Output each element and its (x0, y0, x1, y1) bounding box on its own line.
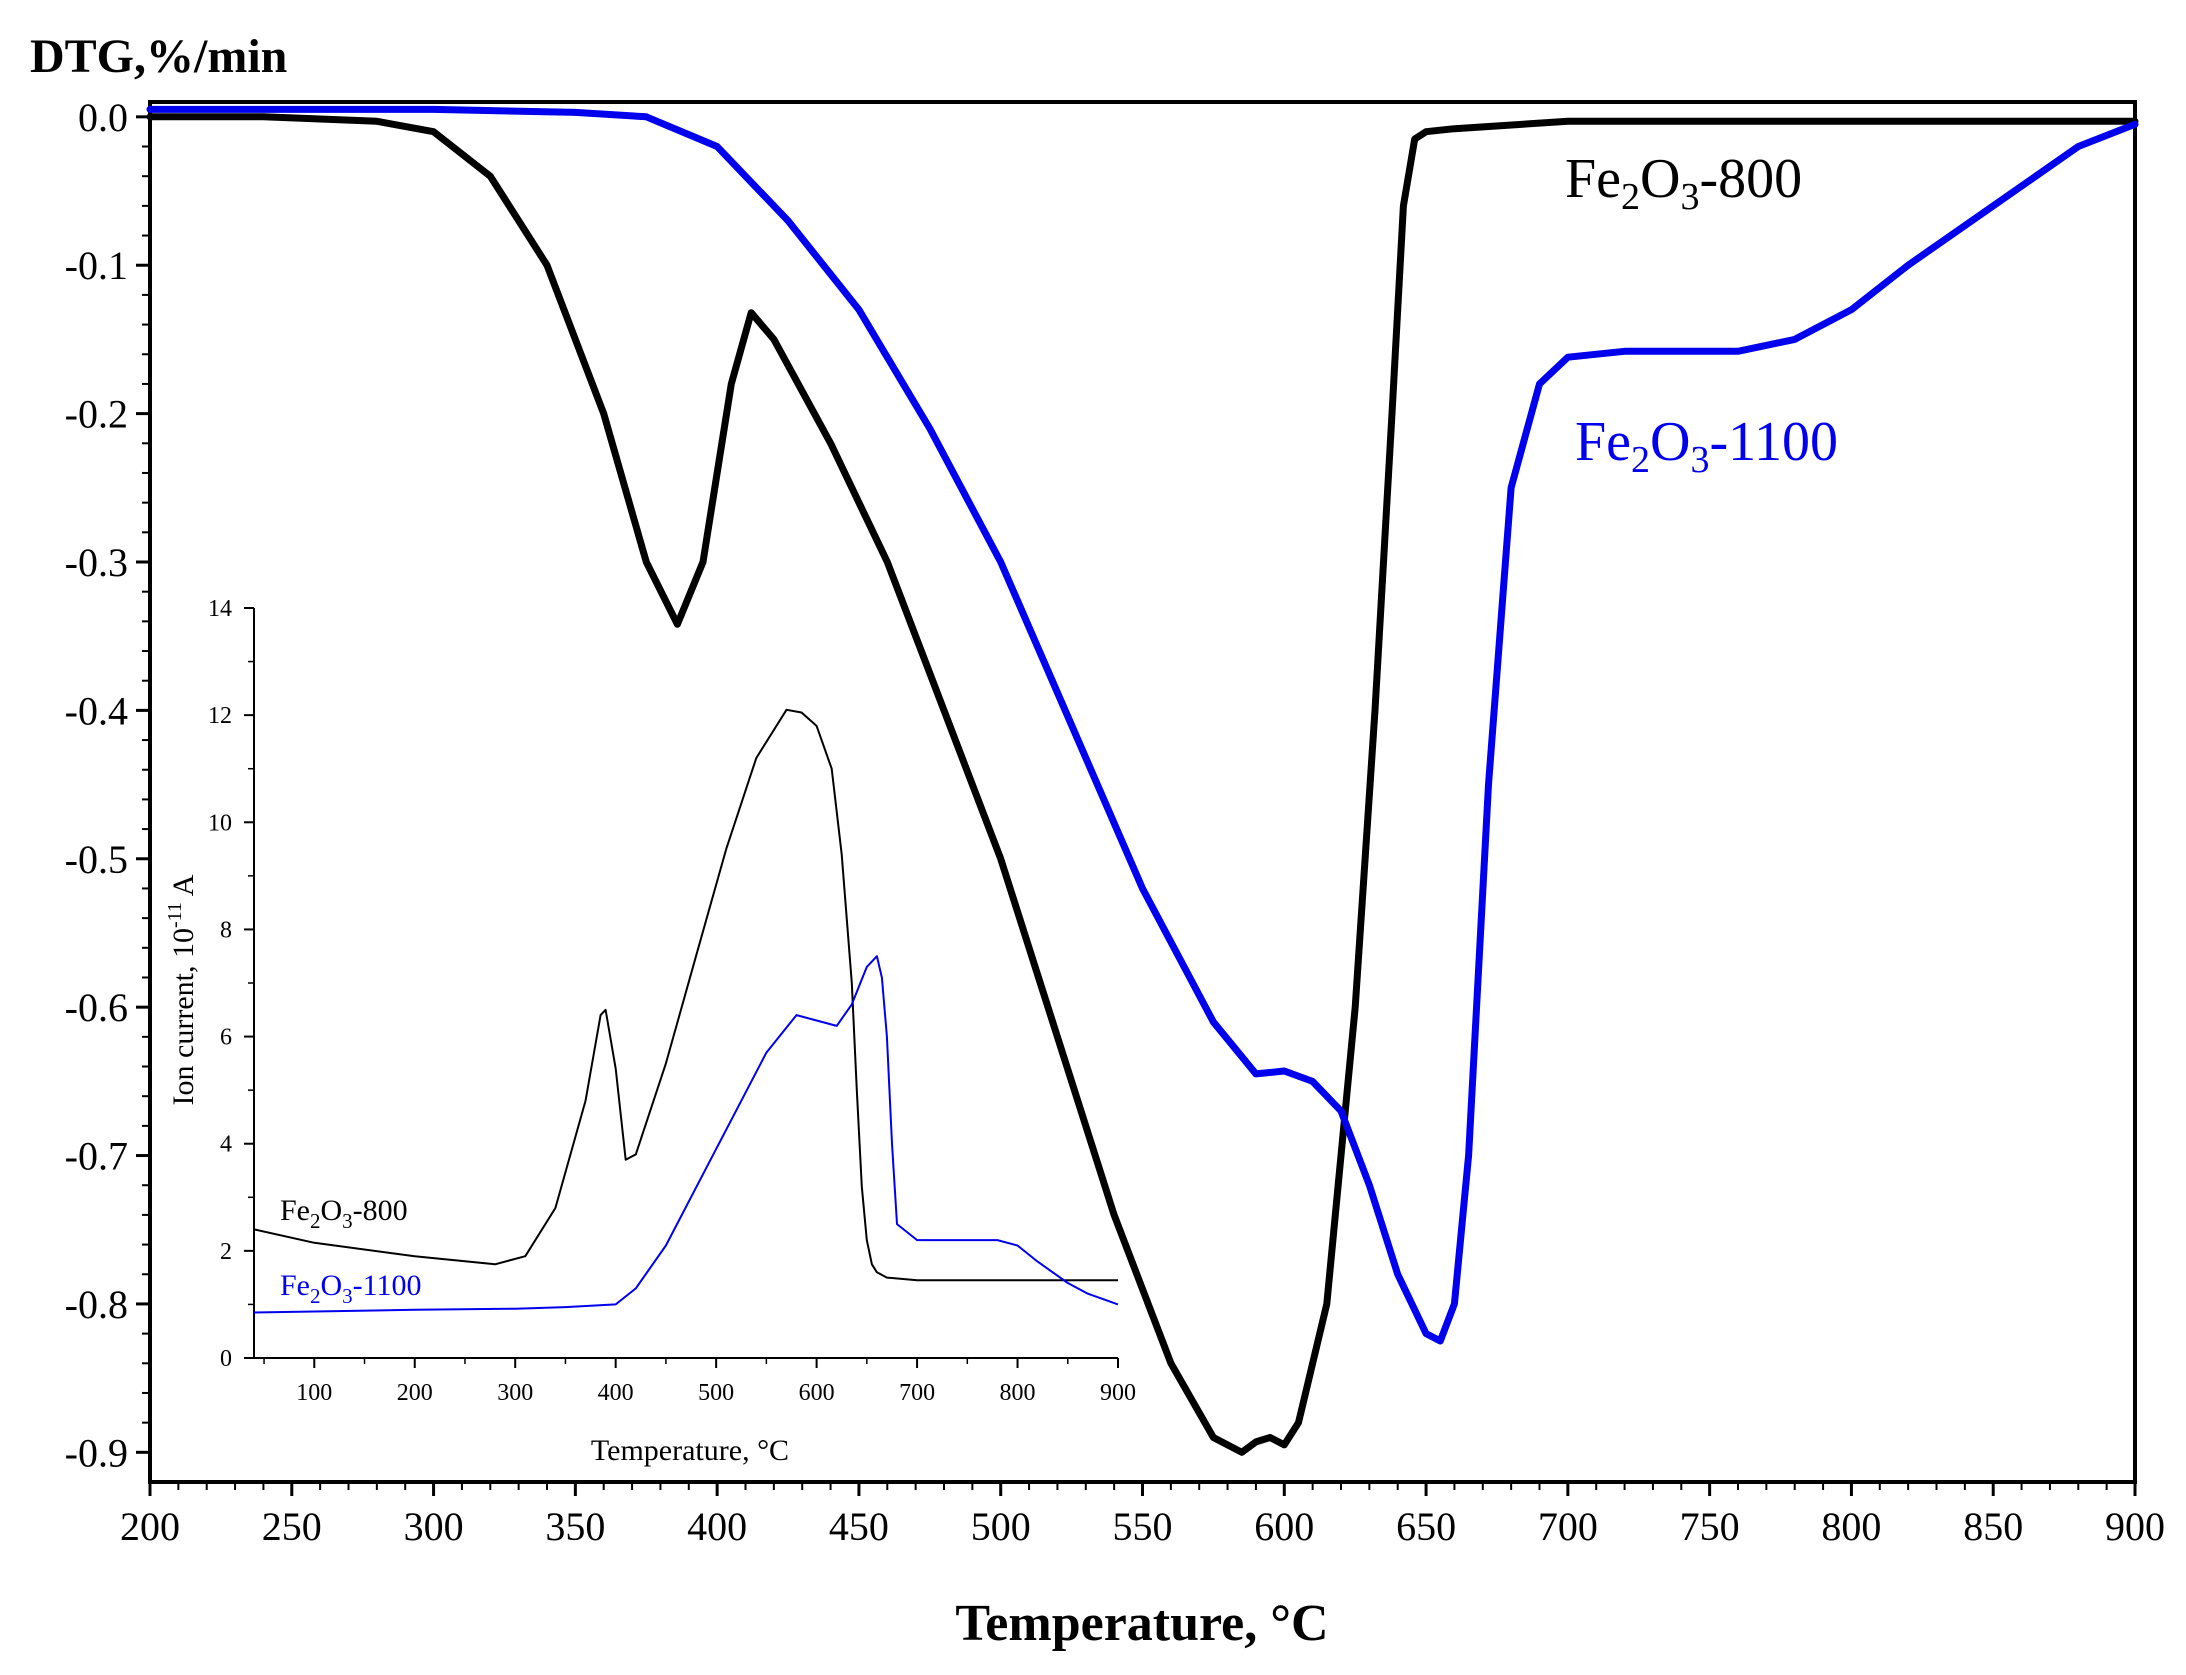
main-x-tick-label: 350 (545, 1504, 605, 1549)
inset-series-line-fe2o3-800 (253, 708, 1118, 1282)
main-y-ticks: 0.0 -0.1 -0.2 -0.3 -0.4 -0.5 -0.6 -0.7 -0.8 -0.9 (65, 95, 150, 1475)
inset-y-ticks: 0 2 4 6 8 10 12 14 (208, 596, 254, 1372)
main-x-tick-label: 250 (262, 1504, 322, 1549)
inset-y-tick-label: 2 (220, 1239, 232, 1265)
main-y-tick-label: -0.8 (65, 1282, 128, 1327)
inset-series-label-fe2o3-1100: Fe2O3-1100 (280, 1269, 422, 1308)
inset-y-tick-label: 10 (208, 810, 232, 836)
main-x-tick-label: 450 (829, 1504, 889, 1549)
main-x-tick-label: 800 (1821, 1504, 1881, 1549)
inset-x-tick-label: 800 (1000, 1380, 1036, 1406)
inset-x-tick-label: 900 (1100, 1380, 1136, 1406)
inset-x-tick-label: 700 (899, 1380, 935, 1406)
inset-y-tick-label: 8 (220, 917, 232, 943)
inset-x-tick-label: 600 (799, 1380, 835, 1406)
main-series-line-fe2o3-1100 (146, 105, 2139, 1345)
inset-y-tick-label: 14 (208, 596, 232, 622)
main-x-ticks: 200 250 300 350 400 450 500 550 600 650 700 750 800 8… (120, 1482, 2165, 1549)
main-x-tick-label: 600 (1254, 1504, 1314, 1549)
main-x-tick-label: 700 (1538, 1504, 1598, 1549)
main-series-label-fe2o3-1100: Fe2O3-1100 (1575, 411, 1838, 481)
main-y-tick-label: -0.4 (65, 688, 128, 733)
inset-x-axis-label: Temperature, °C (591, 1434, 789, 1467)
inset-series-line-fe2o3-1100 (253, 955, 1119, 1314)
inset-x-tick-label: 300 (497, 1380, 533, 1406)
main-series-line-fe2o3-800 (146, 113, 2139, 1456)
main-x-tick-label: 300 (404, 1504, 464, 1549)
main-y-tick-label: -0.6 (65, 985, 128, 1030)
main-series-group (146, 105, 2139, 1456)
inset-y-tick-label: 4 (220, 1132, 232, 1158)
main-x-tick-label: 200 (120, 1504, 180, 1549)
main-y-tick-label: 0.0 (78, 95, 128, 140)
main-x-axis-label: Temperature, °C (955, 1595, 1328, 1652)
main-x-tick-label: 400 (687, 1504, 747, 1549)
inset-x-ticks: 100 200 300 400 500 600 700 800 900 (263, 1358, 1136, 1406)
main-y-tick-label: -0.1 (65, 243, 128, 288)
inset-x-tick-label: 500 (698, 1380, 734, 1406)
main-series-label-fe2o3-800: Fe2O3-800 (1565, 148, 1802, 218)
inset-y-axis-label: Ion current, 10-11 A (164, 874, 200, 1105)
main-y-axis-label: DTG,%/min (30, 30, 287, 83)
inset-x-tick-label: 100 (296, 1380, 332, 1406)
inset-series-group (253, 708, 1119, 1314)
inset-y-tick-label: 0 (220, 1346, 232, 1372)
main-y-tick-label: -0.5 (65, 837, 128, 882)
main-y-tick-label: -0.3 (65, 540, 128, 585)
inset-x-tick-label: 200 (397, 1380, 433, 1406)
inset-x-tick-label: 400 (598, 1380, 634, 1406)
main-x-tick-label: 850 (1963, 1504, 2023, 1549)
inset-y-tick-label: 6 (220, 1025, 232, 1051)
main-x-tick-label: 750 (1680, 1504, 1740, 1549)
main-x-tick-label: 900 (2105, 1504, 2165, 1549)
inset-y-tick-label: 12 (208, 703, 232, 729)
main-y-tick-label: -0.2 (65, 392, 128, 437)
main-x-tick-label: 500 (971, 1504, 1031, 1549)
main-y-tick-label: -0.7 (65, 1134, 128, 1179)
inset-series-label-fe2o3-800: Fe2O3-800 (280, 1194, 408, 1233)
main-x-tick-label: 550 (1113, 1504, 1173, 1549)
main-x-tick-label: 650 (1396, 1504, 1456, 1549)
main-y-tick-label: -0.9 (65, 1430, 128, 1475)
